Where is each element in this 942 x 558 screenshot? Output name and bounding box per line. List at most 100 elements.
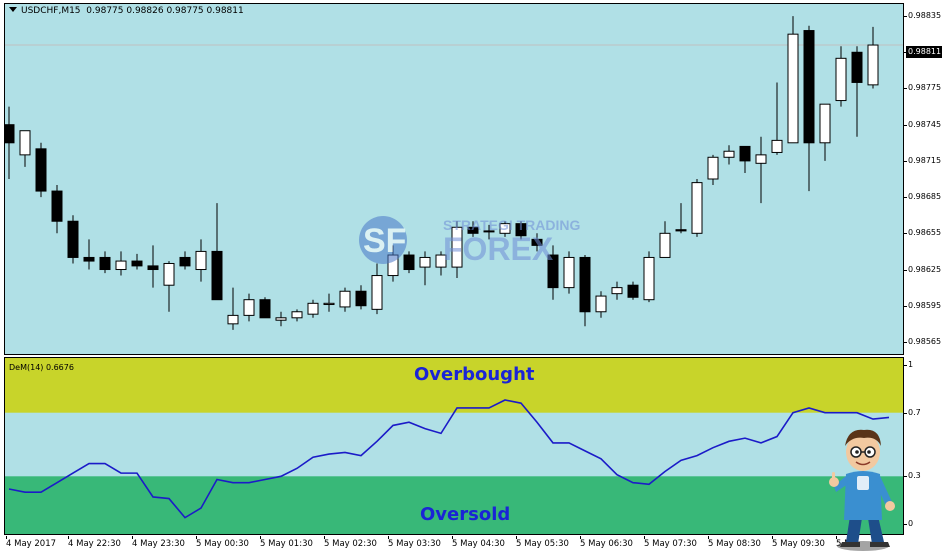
price-tick: 0.98655 <box>904 228 942 238</box>
candle-body-bull <box>275 317 287 321</box>
overbought-label: Overbought <box>414 364 535 385</box>
candle-body-bull <box>323 302 335 306</box>
candle <box>243 293 255 322</box>
candle-body-bear <box>147 265 159 271</box>
watermark-line2: FOREX <box>443 231 554 266</box>
candle-body-bear <box>627 284 639 298</box>
time-tick: 5 May 05:30 <box>516 536 569 549</box>
time-axis: 4 May 2017 4 May 22:30 4 May 23:30 5 May 00… <box>4 536 904 558</box>
candle-body-bear <box>5 124 15 144</box>
price-tick: 0.98625 <box>904 265 942 275</box>
candle <box>787 16 799 144</box>
candle-body-bull <box>115 260 127 271</box>
candle-body-bear <box>675 229 687 232</box>
candle-body-bull <box>435 254 447 268</box>
candle <box>803 25 815 192</box>
candle <box>451 221 463 278</box>
candle <box>83 239 95 270</box>
candle-body-bull <box>163 262 175 286</box>
candle <box>499 221 511 237</box>
candle-body-bear <box>355 290 367 307</box>
candle <box>819 103 831 161</box>
candle-body-bull <box>771 139 783 153</box>
dropdown-triangle-icon[interactable] <box>9 7 17 12</box>
candle-body-bull <box>371 275 383 310</box>
indicator-tick: 0.3 <box>904 471 942 481</box>
ohlc-values: 0.98775 0.98826 0.98775 0.98811 <box>86 6 244 16</box>
candle <box>515 221 527 240</box>
candle-body-bear <box>467 226 479 234</box>
candle <box>19 130 31 167</box>
candle <box>339 287 351 312</box>
oversold-zone <box>5 476 903 534</box>
candle-body-bear <box>99 256 111 271</box>
candle <box>275 311 287 327</box>
time-tick: 4 May 22:30 <box>68 536 121 549</box>
time-tick: 5 May 01:30 <box>260 536 313 549</box>
candle-body-bear <box>179 256 191 267</box>
candle <box>739 145 751 173</box>
candle-body-bull <box>867 44 879 86</box>
candle-body-bull <box>307 302 319 315</box>
candle <box>579 255 591 327</box>
price-tick: 0.98595 <box>904 301 942 311</box>
time-tick: 5 May 04:30 <box>452 536 505 549</box>
dem-line <box>8 399 890 519</box>
candle-body-bull <box>707 156 719 180</box>
candle <box>179 251 191 270</box>
time-tick: 5 May 06:30 <box>580 536 633 549</box>
candle-body-bull <box>563 256 575 289</box>
time-tick: 5 May 00:30 <box>196 536 249 549</box>
candle-body-bull <box>451 226 463 268</box>
overbought-zone <box>5 358 903 413</box>
candle-body-bear <box>579 256 591 313</box>
mascot-character <box>829 429 895 551</box>
time-tick: 4 May 23:30 <box>132 536 185 549</box>
watermark-logo: SF STRATEGI TRADING FOREX <box>359 216 581 266</box>
candle-body-bull <box>291 311 303 319</box>
candle <box>291 309 303 322</box>
candle <box>547 245 559 300</box>
candle-body-bull <box>643 256 655 301</box>
candle-body-bear <box>83 256 95 262</box>
candle <box>643 251 655 303</box>
time-tick: 4 May 2017 <box>6 536 57 549</box>
price-chart <box>5 16 903 330</box>
candle <box>771 82 783 155</box>
candle <box>851 46 863 137</box>
candle-body-bear <box>851 51 863 83</box>
time-tick: 5 May 03:30 <box>388 536 441 549</box>
indicator-tick: 1 <box>904 360 942 370</box>
indicator-panel[interactable]: DeM(14) 0.6676 Overbought Oversold <box>4 357 904 535</box>
candle-body-bull <box>755 154 767 164</box>
candle <box>307 299 319 318</box>
price-tick: 0.98715 <box>904 156 942 166</box>
candle <box>563 251 575 294</box>
price-chart-panel[interactable]: SF STRATEGI TRADING FOREX USDCHF,M15 0.9… <box>4 3 904 355</box>
candle <box>627 281 639 300</box>
candle <box>195 239 207 282</box>
price-tick: 0.98775 <box>904 83 942 93</box>
candle <box>483 224 495 240</box>
price-tick: 0.98835 <box>904 11 942 21</box>
candle <box>835 46 847 107</box>
candle-body-bear <box>35 148 47 192</box>
price-tick: 0.98565 <box>904 337 942 347</box>
time-tick: 5 May 09:30 <box>772 536 825 549</box>
candle-body-bear <box>67 220 79 258</box>
candle-body-bull <box>835 57 847 102</box>
time-tick: 5 May 07:30 <box>644 536 697 549</box>
candle-body-bear <box>531 238 543 246</box>
chart-title: USDCHF,M15 0.98775 0.98826 0.98775 0.988… <box>9 6 244 16</box>
candle-body-bull <box>723 150 735 158</box>
candle <box>867 26 879 89</box>
candle <box>467 221 479 237</box>
candle-body-bull <box>243 299 255 316</box>
price-tick: 0.98745 <box>904 120 942 130</box>
watermark-line1: STRATEGI TRADING <box>443 217 581 233</box>
candle <box>419 251 431 286</box>
candle <box>67 215 79 264</box>
candle <box>227 287 239 330</box>
indicator-chart <box>5 358 903 534</box>
candle <box>131 253 143 270</box>
